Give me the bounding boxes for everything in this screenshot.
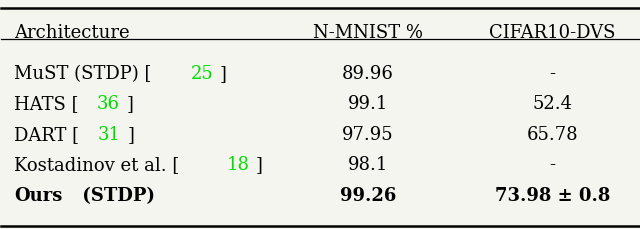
Text: 52.4: 52.4 xyxy=(532,95,573,113)
Text: CIFAR10-DVS: CIFAR10-DVS xyxy=(490,24,616,42)
Text: ]: ] xyxy=(127,95,133,113)
Text: -: - xyxy=(550,156,556,174)
Text: Ours: Ours xyxy=(14,187,63,205)
Text: N-MNIST %: N-MNIST % xyxy=(313,24,423,42)
Text: 99.1: 99.1 xyxy=(348,95,388,113)
Text: DART [: DART [ xyxy=(14,126,79,144)
Text: 89.96: 89.96 xyxy=(342,65,394,83)
Text: MuST (STDP) [: MuST (STDP) [ xyxy=(14,65,152,83)
Text: 25: 25 xyxy=(191,65,213,83)
Text: 36: 36 xyxy=(97,95,120,113)
Text: HATS [: HATS [ xyxy=(14,95,79,113)
Text: 18: 18 xyxy=(227,156,250,174)
Text: Architecture: Architecture xyxy=(14,24,130,42)
Text: 31: 31 xyxy=(98,126,121,144)
Text: 73.98 ± 0.8: 73.98 ± 0.8 xyxy=(495,187,611,205)
Text: 97.95: 97.95 xyxy=(342,126,394,144)
Text: 65.78: 65.78 xyxy=(527,126,579,144)
Text: ]: ] xyxy=(256,156,263,174)
Text: ]: ] xyxy=(220,65,227,83)
Text: Kostadinov et al. [: Kostadinov et al. [ xyxy=(14,156,179,174)
Text: -: - xyxy=(550,65,556,83)
Text: 99.26: 99.26 xyxy=(340,187,396,205)
Text: ]: ] xyxy=(127,126,134,144)
Text: 98.1: 98.1 xyxy=(348,156,388,174)
Text: (STDP): (STDP) xyxy=(76,187,156,205)
